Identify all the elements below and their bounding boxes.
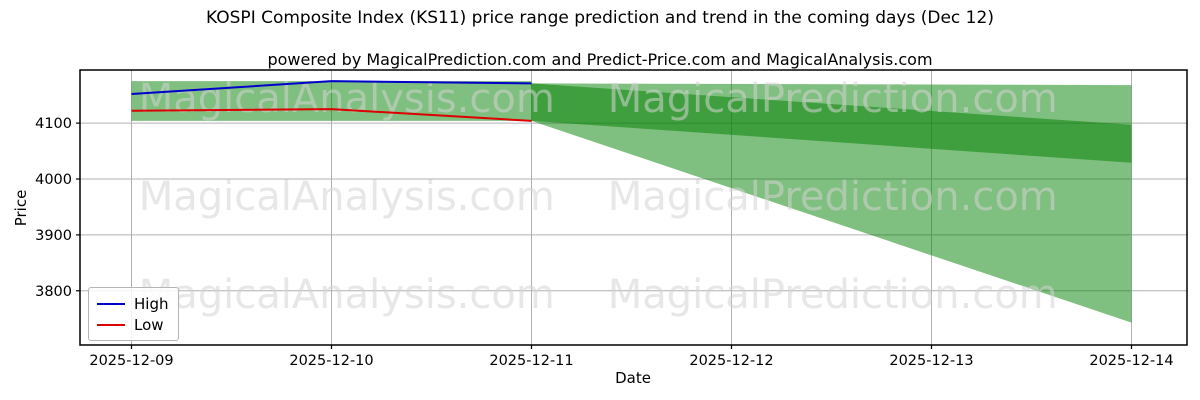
plot-border: [79, 69, 1188, 346]
watermark-text: MagicalPrediction.com: [608, 272, 1058, 318]
legend: High Low: [88, 287, 180, 341]
watermarks: MagicalAnalysis.com MagicalPrediction.com…: [139, 76, 1058, 318]
watermark-text: MagicalAnalysis.com: [139, 272, 555, 318]
watermark-text: MagicalPrediction.com: [608, 174, 1058, 220]
y-tick-label: 3900: [35, 228, 72, 244]
x-tick-label: 2025-12-09: [89, 353, 173, 369]
band-forecast-narrow: [531, 83, 1132, 163]
y-tick-label: 4100: [35, 116, 72, 132]
chart-subtitle: powered by MagicalPrediction.com and Pre…: [267, 50, 933, 69]
y-tick-label: 4000: [35, 172, 72, 188]
prediction-bands: [131, 81, 1132, 323]
axes: 2025-12-09 2025-12-10 2025-12-11 2025-12-12…: [35, 69, 1188, 369]
series-lines: [131, 80, 532, 122]
line-high: [131, 80, 532, 96]
x-tick-label: 2025-12-10: [289, 353, 373, 369]
line-low: [131, 108, 532, 122]
high-line-swatch: [97, 302, 125, 305]
x-axis-label: Date: [615, 369, 651, 387]
legend-item-high: High: [97, 293, 168, 314]
chart-title: KOSPI Composite Index (KS11) price range…: [206, 8, 994, 28]
y-axis-label: Price: [12, 189, 30, 227]
watermark-text: MagicalAnalysis.com: [139, 174, 555, 220]
x-tick-label: 2025-12-11: [489, 353, 573, 369]
legend-item-low: Low: [97, 314, 168, 335]
x-tick-label: 2025-12-13: [889, 353, 973, 369]
legend-label-high: High: [134, 294, 169, 313]
x-tick-label: 2025-12-12: [689, 353, 773, 369]
legend-label-low: Low: [134, 315, 164, 334]
low-line-swatch: [97, 323, 125, 326]
x-tick-label: 2025-12-14: [1089, 353, 1173, 369]
y-tick-label: 3800: [35, 284, 72, 300]
watermark-text: MagicalPrediction.com: [608, 76, 1058, 122]
